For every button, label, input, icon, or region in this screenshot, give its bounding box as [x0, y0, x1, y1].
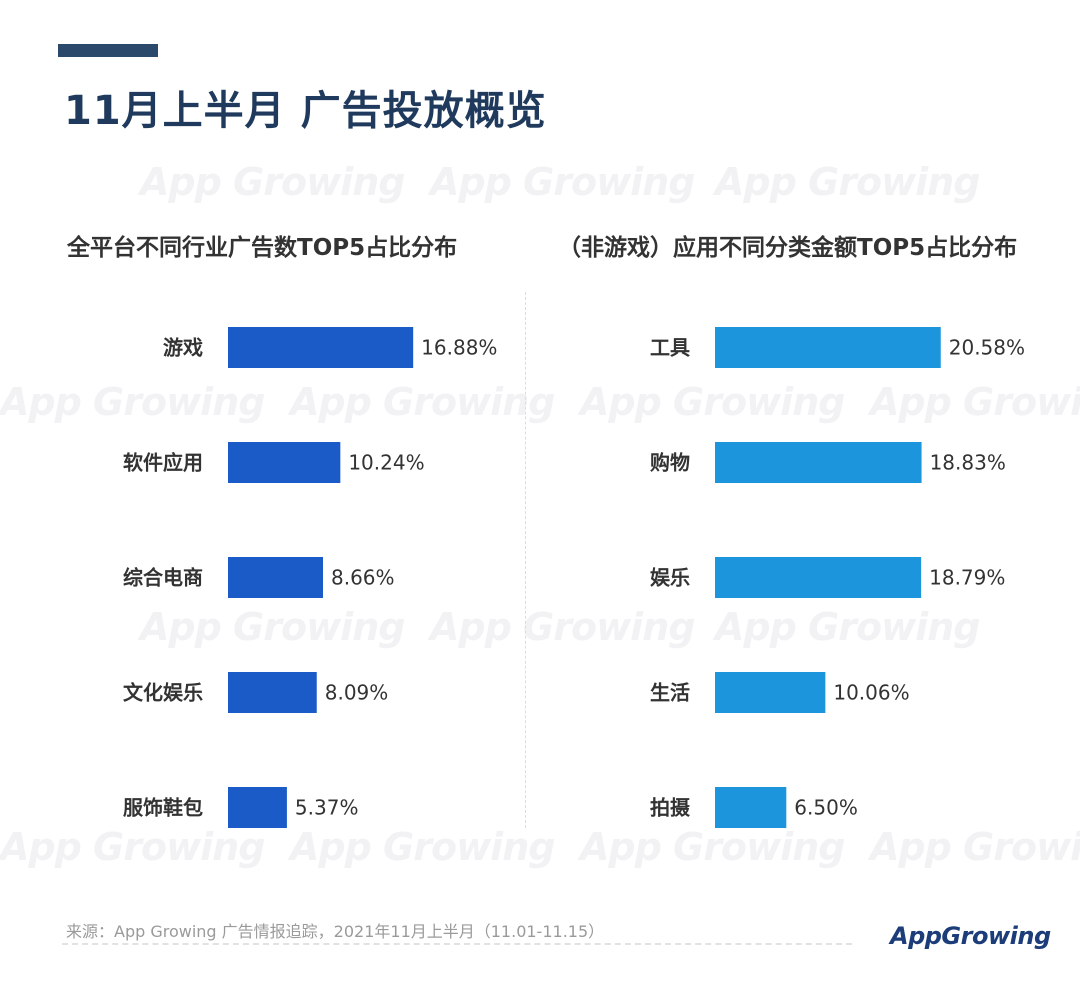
bar	[715, 442, 922, 483]
bar	[228, 787, 287, 828]
category-label: 综合电商	[123, 566, 203, 590]
title-accent-bar	[58, 44, 158, 57]
value-label: 20.58%	[949, 336, 1025, 360]
source-note: 来源：App Growing 广告情报追踪，2021年11月上半月（11.01-…	[66, 922, 605, 941]
bar	[228, 327, 414, 368]
bar	[228, 442, 341, 483]
category-label: 游戏	[163, 336, 203, 360]
value-label: 18.79%	[929, 566, 1005, 590]
page-title: 11月上半月 广告投放概览	[64, 88, 547, 134]
right-bar-chart: 工具 20.58% 购物 18.83% 娱乐 18.79% 生活 10.06% 拍摄 6.50%	[650, 327, 1025, 828]
value-label: 8.66%	[331, 566, 395, 590]
category-label: 软件应用	[123, 451, 203, 475]
bar	[715, 327, 941, 368]
value-label: 16.88%	[421, 336, 497, 360]
value-label: 10.06%	[833, 681, 909, 705]
bar	[715, 557, 922, 598]
appgrowing-logo: AppGrowing	[890, 922, 1051, 950]
category-label: 文化娱乐	[123, 681, 203, 705]
bar	[715, 787, 787, 828]
value-label: 8.09%	[325, 681, 389, 705]
category-label: 拍摄	[650, 796, 691, 820]
bar	[715, 672, 826, 713]
value-label: 5.37%	[295, 796, 359, 820]
bar	[228, 557, 324, 598]
value-label: 10.24%	[348, 451, 424, 475]
source-divider	[62, 943, 852, 945]
left-bar-chart: 游戏 16.88% 软件应用 10.24% 综合电商 8.66% 文化娱乐 8.09% 服饰鞋包…	[123, 327, 497, 828]
value-label: 6.50%	[794, 796, 858, 820]
category-label: 工具	[650, 336, 690, 360]
left-chart-title: 全平台不同行业广告数TOP5占比分布	[67, 235, 458, 261]
category-label: 服饰鞋包	[123, 796, 203, 820]
chart-divider	[525, 292, 526, 828]
bar	[228, 672, 317, 713]
category-label: 生活	[650, 681, 690, 705]
right-chart-title: （非游戏）应用不同分类金额TOP5占比分布	[558, 235, 1018, 261]
value-label: 18.83%	[930, 451, 1006, 475]
category-label: 购物	[650, 451, 690, 475]
category-label: 娱乐	[650, 566, 690, 590]
